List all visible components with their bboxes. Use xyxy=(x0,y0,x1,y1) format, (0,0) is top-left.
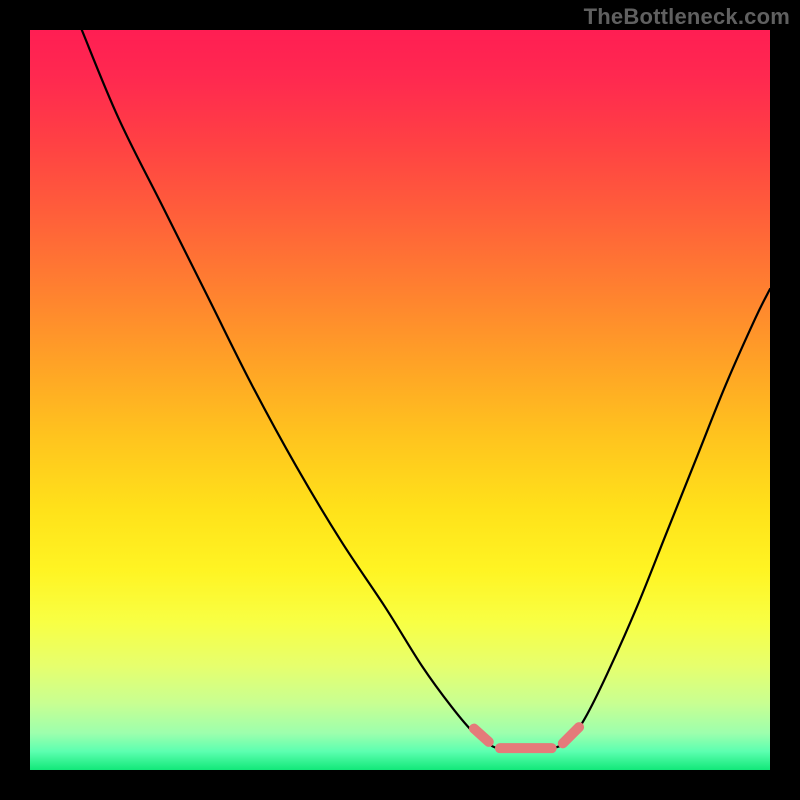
plot-gradient-background xyxy=(30,30,770,770)
watermark-text: TheBottleneck.com xyxy=(584,4,790,30)
chart-svg xyxy=(0,0,800,800)
chart-container: TheBottleneck.com xyxy=(0,0,800,800)
